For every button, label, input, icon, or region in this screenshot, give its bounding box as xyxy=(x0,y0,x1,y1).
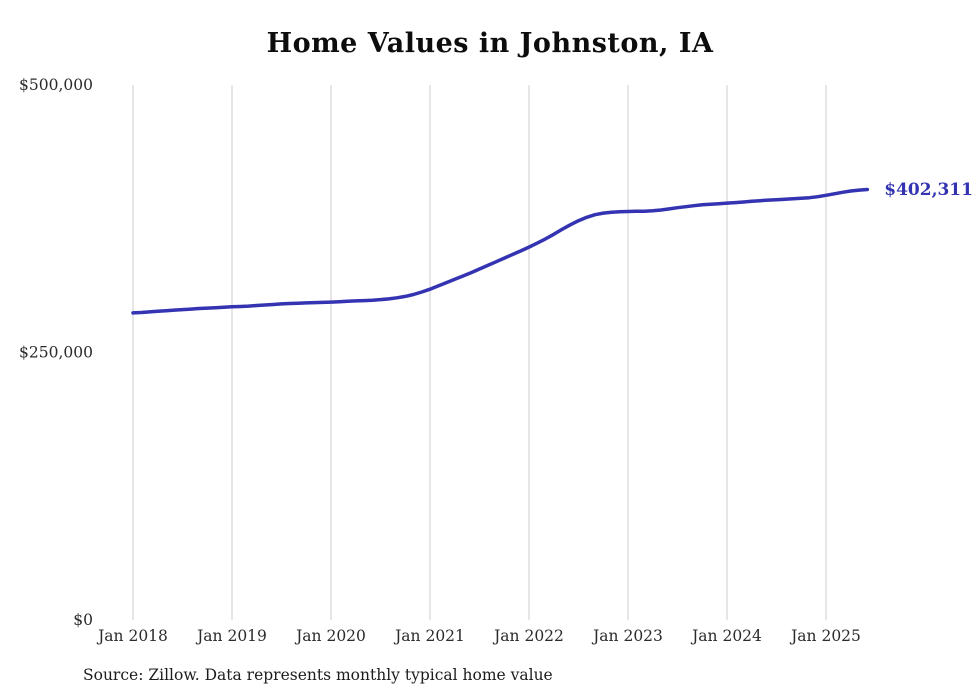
y-tick-label: $250,000 xyxy=(19,344,93,362)
y-tick-label: $500,000 xyxy=(19,76,93,94)
x-tick-label: Jan 2024 xyxy=(690,627,762,645)
value-line xyxy=(131,187,870,315)
chart-title: Home Values in Johnston, IA xyxy=(266,28,714,59)
x-tick-label: Jan 2018 xyxy=(96,627,168,645)
x-tick-label: Jan 2020 xyxy=(294,627,366,645)
y-tick-label: $0 xyxy=(73,611,93,629)
x-tick-label: Jan 2025 xyxy=(789,627,861,645)
x-tick-label: Jan 2022 xyxy=(492,627,564,645)
end-value-label: $402,311 xyxy=(884,180,973,200)
source-note: Source: Zillow. Data represents monthly … xyxy=(83,666,553,684)
x-tick-label: Jan 2019 xyxy=(195,627,267,645)
x-tick-label: Jan 2021 xyxy=(393,627,465,645)
x-tick-label: Jan 2023 xyxy=(591,627,663,645)
